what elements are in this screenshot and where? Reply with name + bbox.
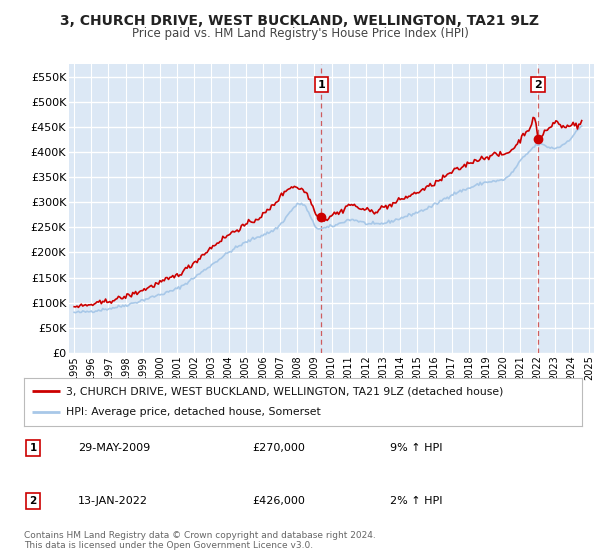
- Text: HPI: Average price, detached house, Somerset: HPI: Average price, detached house, Some…: [66, 407, 320, 417]
- Text: 29-MAY-2009: 29-MAY-2009: [78, 443, 150, 453]
- Text: Contains HM Land Registry data © Crown copyright and database right 2024.
This d: Contains HM Land Registry data © Crown c…: [24, 531, 376, 550]
- Text: 1: 1: [317, 80, 325, 90]
- Text: £426,000: £426,000: [252, 496, 305, 506]
- Text: 1: 1: [29, 443, 37, 453]
- Text: 2: 2: [534, 80, 542, 90]
- Text: 3, CHURCH DRIVE, WEST BUCKLAND, WELLINGTON, TA21 9LZ: 3, CHURCH DRIVE, WEST BUCKLAND, WELLINGT…: [61, 14, 539, 28]
- Text: 13-JAN-2022: 13-JAN-2022: [78, 496, 148, 506]
- Text: £270,000: £270,000: [252, 443, 305, 453]
- Text: 2% ↑ HPI: 2% ↑ HPI: [390, 496, 443, 506]
- Text: Price paid vs. HM Land Registry's House Price Index (HPI): Price paid vs. HM Land Registry's House …: [131, 27, 469, 40]
- Text: 9% ↑ HPI: 9% ↑ HPI: [390, 443, 443, 453]
- Text: 2: 2: [29, 496, 37, 506]
- Text: 3, CHURCH DRIVE, WEST BUCKLAND, WELLINGTON, TA21 9LZ (detached house): 3, CHURCH DRIVE, WEST BUCKLAND, WELLINGT…: [66, 386, 503, 396]
